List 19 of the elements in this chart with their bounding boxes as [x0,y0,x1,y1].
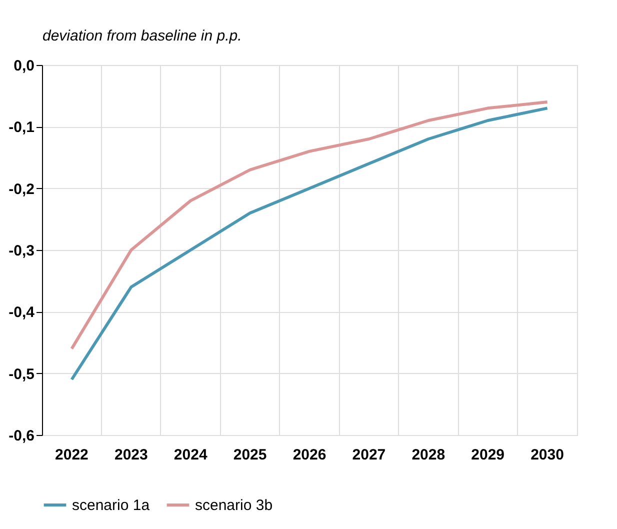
x-tick-label: 2026 [292,446,326,464]
y-tick-label: -0,1 [8,119,34,136]
y-axis-title: deviation from baseline in p.p. [42,28,242,44]
x-tick-label: 2025 [233,446,267,464]
x-tick-label: 2027 [352,446,386,464]
y-tick-label: -0,6 [8,428,34,444]
legend-label: scenario 1a [72,497,150,514]
x-tick-label: 2029 [471,446,505,464]
x-tick-label: 2024 [174,446,208,464]
y-tick-label: -0,4 [8,304,36,322]
x-tick-label: 2023 [114,446,148,464]
x-tick-label: 2028 [412,446,446,464]
x-tick-label: 2022 [55,446,88,464]
y-tick-label: -0,2 [8,180,34,198]
x-tick-label: 2030 [530,446,564,464]
y-tick-label: 0,0 [14,58,34,74]
legend-label: scenario 3b [195,497,273,514]
y-tick-label: -0,5 [8,366,34,383]
y-tick-label: -0,3 [8,242,34,260]
